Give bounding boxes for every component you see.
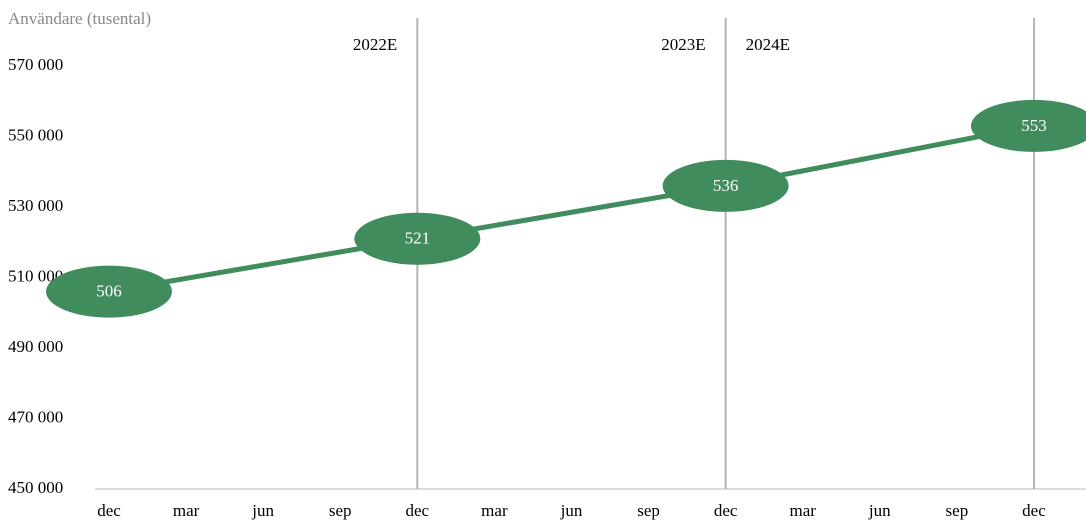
point-marker [662, 159, 789, 212]
x-tick-label: dec [97, 501, 121, 520]
x-tick-label: mar [481, 501, 508, 520]
y-tick-label: 530 000 [8, 196, 63, 215]
x-tick-label: jun [251, 501, 274, 520]
x-tick-label: sep [946, 501, 969, 520]
data-label: 536 [713, 176, 739, 195]
x-tick-label: dec [714, 501, 738, 520]
year-label: 2022E [353, 35, 397, 54]
data-label: 506 [96, 282, 122, 301]
data-label: 553 [1021, 116, 1047, 135]
y-tick-label: 470 000 [8, 407, 63, 426]
y-axis-label: Användare (tusental) [8, 9, 151, 28]
y-tick-label: 570 000 [8, 55, 63, 74]
y-tick-label: 490 000 [8, 337, 63, 356]
x-tick-label: dec [406, 501, 430, 520]
y-tick-label: 550 000 [8, 125, 63, 144]
year-label: 2024E [746, 35, 790, 54]
x-tick-label: sep [329, 501, 352, 520]
x-tick-label: mar [790, 501, 817, 520]
y-tick-label: 450 000 [8, 478, 63, 497]
year-label: 2023E [661, 35, 705, 54]
point-marker [46, 265, 172, 318]
point-marker [354, 212, 481, 265]
x-tick-label: sep [637, 501, 660, 520]
x-tick-label: jun [868, 501, 891, 520]
x-tick-label: dec [1022, 501, 1046, 520]
data-label: 521 [405, 229, 431, 248]
x-tick-label: jun [560, 501, 583, 520]
point-marker [970, 99, 1086, 152]
y-tick-label: 510 000 [8, 266, 63, 285]
x-tick-label: mar [173, 501, 200, 520]
